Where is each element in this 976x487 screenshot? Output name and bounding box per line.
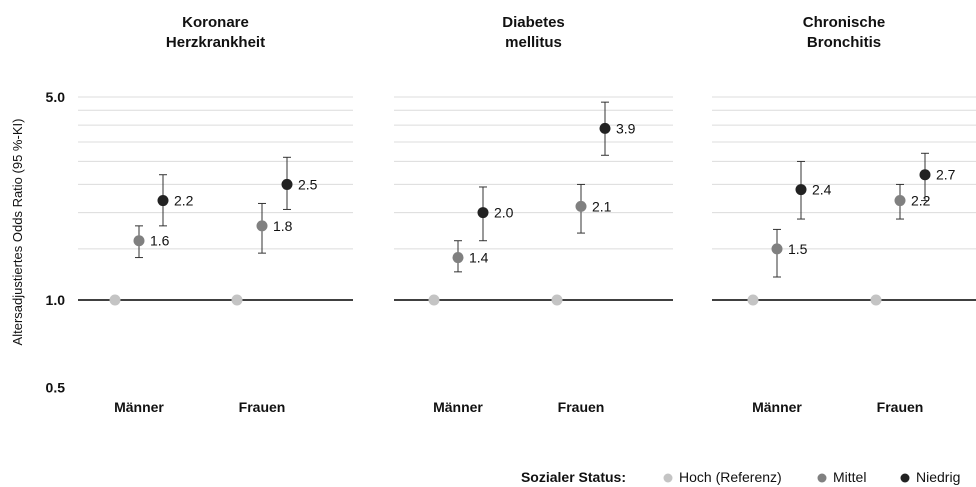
chart-panel: Chronische Bronchitis Männer 1.5 2.4 Frauen 2.… — [712, 14, 976, 415]
panel-title: Chronische — [803, 14, 886, 31]
data-label: 2.4 — [812, 182, 832, 198]
category-label: Männer — [114, 399, 164, 415]
category-label: Männer — [752, 399, 802, 415]
data-point — [919, 169, 931, 181]
legend-entry-label: Hoch (Referenz) — [679, 469, 782, 485]
data-point — [894, 195, 906, 207]
data-label: 1.6 — [150, 233, 170, 249]
chart-panel: Diabetes mellitus Männer 1.4 2.0 Frauen 2.1 3.9 — [394, 14, 673, 415]
panel-title: Koronare — [182, 14, 249, 31]
y-tick-label: 1.0 — [46, 292, 66, 308]
category-label: Frauen — [239, 399, 286, 415]
data-point — [231, 294, 243, 306]
data-point — [575, 200, 587, 212]
panel-title: mellitus — [505, 34, 562, 51]
data-label: 2.2 — [911, 193, 931, 209]
chart-panel: Koronare Herzkrankheit Männer 1.6 2.2 Frauen 1… — [78, 14, 353, 415]
chart-panels: 5.0 1.0 0.5 Koronare Herzkrankheit Männer 1.6 2… — [46, 14, 976, 415]
data-point — [771, 243, 783, 255]
data-point — [795, 184, 807, 196]
legend-entry-label: Niedrig — [916, 469, 960, 485]
panel-title: Diabetes — [502, 14, 565, 31]
y-tick-label: 5.0 — [46, 89, 66, 105]
data-label: 1.8 — [273, 218, 293, 234]
data-label: 2.7 — [936, 167, 956, 183]
data-point — [452, 252, 464, 264]
data-label: 1.5 — [788, 241, 808, 257]
category-label: Frauen — [558, 399, 605, 415]
data-label: 2.5 — [298, 176, 318, 192]
data-point — [428, 294, 440, 306]
category-label: Frauen — [877, 399, 924, 415]
legend-marker — [663, 473, 673, 483]
data-point — [551, 294, 563, 306]
data-point — [256, 220, 268, 232]
data-point — [870, 294, 882, 306]
data-point — [599, 122, 611, 134]
data-point — [157, 195, 169, 207]
legend: Sozialer Status: Hoch (Referenz) Mittel Nie… — [521, 469, 960, 485]
y-axis-label: Altersadjustiertes Odds Ratio (95 %-KI) — [10, 119, 25, 346]
data-point — [747, 294, 759, 306]
legend-marker — [817, 473, 827, 483]
data-label: 1.4 — [469, 250, 489, 266]
y-tick-label: 0.5 — [46, 379, 66, 395]
category-label: Männer — [433, 399, 483, 415]
data-point — [109, 294, 121, 306]
legend-title: Sozialer Status: — [521, 469, 626, 485]
data-label: 2.1 — [592, 198, 612, 214]
data-label: 2.2 — [174, 193, 194, 209]
data-label: 3.9 — [616, 120, 636, 136]
legend-entry-label: Mittel — [833, 469, 866, 485]
panel-title: Herzkrankheit — [166, 34, 265, 51]
data-point — [477, 207, 489, 219]
data-point — [133, 235, 145, 247]
data-point — [281, 178, 293, 190]
legend-marker — [900, 473, 910, 483]
panel-title: Bronchitis — [807, 34, 881, 51]
data-label: 2.0 — [494, 205, 514, 221]
